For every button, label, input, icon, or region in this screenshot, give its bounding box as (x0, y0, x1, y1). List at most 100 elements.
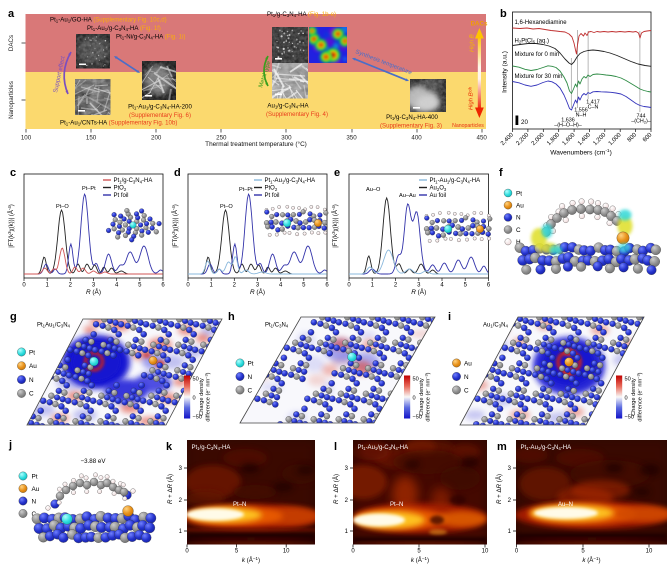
svg-text:b: b (469, 34, 474, 37)
svg-text:20: 20 (521, 119, 528, 126)
svg-text:|FT(k3χ(k))| (Å-4): |FT(k3χ(k))| (Å-4) (331, 204, 339, 247)
svg-text:k (Å−1): k (Å−1) (582, 556, 600, 564)
svg-text:Thermal treatment temperature: Thermal treatment temperature (°C) (205, 140, 307, 148)
svg-text:R + ΔR (Å): R + ΔR (Å) (333, 474, 340, 504)
svg-text:400: 400 (411, 135, 422, 142)
svg-text:Pt1-Au1/g-C3N4-HA: Pt1-Au1/g-C3N4-HA (265, 178, 316, 184)
svg-text:R (Å): R (Å) (411, 287, 426, 296)
svg-text:Pt foil: Pt foil (114, 193, 129, 199)
svg-text:5: 5 (138, 283, 142, 289)
svg-text:Au2O3: Au2O3 (430, 186, 447, 192)
svg-text:150: 150 (86, 135, 97, 142)
svg-text:k (Å−1): k (Å−1) (242, 556, 260, 564)
svg-text:a: a (8, 8, 15, 20)
svg-text:2: 2 (394, 283, 398, 289)
svg-text:300: 300 (281, 135, 292, 142)
svg-text:Pt1/g-C3N4-HA-400: Pt1/g-C3N4-HA-400 (386, 114, 438, 121)
svg-text:Pt–Pt: Pt–Pt (82, 186, 96, 192)
svg-text:2: 2 (508, 498, 512, 504)
svg-text:Pt–N: Pt–N (390, 502, 403, 508)
svg-text:High E: High E (469, 92, 475, 110)
svg-text:Pt1/g-C3N4-HA: Pt1/g-C3N4-HA (192, 445, 231, 451)
svg-text:Pt1-Au1/g-C3N4-HA: Pt1-Au1/g-C3N4-HA (430, 178, 481, 184)
svg-text:0: 0 (625, 396, 628, 402)
svg-text:C: C (464, 387, 469, 394)
svg-text:1,556: 1,556 (574, 108, 588, 114)
svg-text:Pt–O: Pt–O (56, 204, 69, 210)
svg-text:R (Å): R (Å) (86, 287, 101, 296)
svg-text:N: N (516, 215, 521, 222)
svg-text:3: 3 (256, 283, 260, 289)
svg-text:Pt1-Au1/g-C3N4-HA: Pt1-Au1/g-C3N4-HA (521, 445, 572, 451)
svg-text:50: 50 (625, 377, 631, 383)
svg-text:difference (e− nm−3): difference (e− nm−3) (204, 372, 212, 421)
svg-text:Nanoparticles: Nanoparticles (8, 81, 15, 119)
svg-text:350: 350 (346, 135, 357, 142)
svg-text:R + ΔR (Å): R + ΔR (Å) (167, 474, 174, 504)
svg-text:N–H: N–H (576, 113, 587, 119)
svg-text:PtO2: PtO2 (114, 186, 127, 192)
svg-text:Au: Au (32, 486, 40, 493)
svg-text:3: 3 (345, 466, 349, 472)
svg-text:Pt1-Au1/GO-HA (Supplementary F: Pt1-Au1/GO-HA (Supplementary Fig. 10c,d) (50, 17, 167, 24)
svg-text:5: 5 (302, 283, 306, 289)
svg-text:–(H–O–H)–: –(H–O–H)– (554, 123, 582, 129)
svg-text:i: i (448, 311, 451, 323)
svg-text:3: 3 (179, 466, 183, 472)
svg-text:0: 0 (185, 549, 189, 555)
svg-text:e: e (334, 167, 340, 179)
svg-text:4: 4 (115, 283, 119, 289)
svg-text:2: 2 (345, 498, 349, 504)
svg-text:(Supplementary Fig. 4): (Supplementary Fig. 4) (266, 111, 328, 118)
svg-text:R (Å): R (Å) (250, 287, 265, 296)
svg-text:(Supplementary Fig. 6): (Supplementary Fig. 6) (129, 112, 191, 119)
svg-text:0: 0 (22, 283, 26, 289)
svg-text:Au1/C3N4: Au1/C3N4 (483, 323, 508, 329)
svg-text:f: f (499, 167, 503, 179)
svg-text:N: N (464, 374, 469, 381)
svg-text:−50: −50 (413, 415, 423, 421)
svg-text:DACs: DACs (471, 21, 488, 28)
svg-text:6: 6 (487, 283, 491, 289)
svg-text:H2PtCl6 (aq.): H2PtCl6 (aq.) (515, 39, 549, 45)
svg-text:3: 3 (417, 283, 421, 289)
svg-text:Au–Au: Au–Au (399, 193, 416, 199)
svg-text:Pt foil: Pt foil (265, 193, 280, 199)
svg-text:200: 200 (151, 135, 162, 142)
svg-text:Intensity (a.u.): Intensity (a.u.) (502, 51, 509, 93)
svg-text:Nanoparticles: Nanoparticles (452, 123, 484, 129)
svg-text:−50: −50 (193, 415, 203, 421)
svg-text:difference (e− nm−3): difference (e− nm−3) (636, 372, 644, 421)
svg-text:N: N (248, 374, 253, 381)
svg-text:|FT(k3χ(k))| (Å-4): |FT(k3χ(k))| (Å-4) (7, 204, 15, 247)
svg-text:Pt: Pt (516, 190, 522, 197)
svg-text:Pt1-Au1/g-C3N4-HA-200: Pt1-Au1/g-C3N4-HA-200 (128, 104, 192, 111)
svg-text:H: H (516, 239, 521, 246)
svg-text:C: C (32, 511, 37, 518)
svg-text:1: 1 (345, 529, 349, 535)
svg-text:PtO2: PtO2 (265, 186, 278, 192)
svg-text:Charge density: Charge density (631, 378, 637, 416)
svg-text:1: 1 (508, 529, 512, 535)
svg-text:2: 2 (69, 283, 73, 289)
svg-text:l: l (334, 441, 337, 453)
svg-text:5: 5 (417, 549, 421, 555)
svg-text:1: 1 (209, 283, 213, 289)
svg-text:744: 744 (637, 114, 646, 120)
svg-text:2: 2 (233, 283, 237, 289)
svg-text:Pt1/C3N4: Pt1/C3N4 (265, 323, 289, 329)
svg-text:4: 4 (279, 283, 283, 289)
svg-text:Charge density: Charge density (419, 378, 425, 416)
svg-text:0: 0 (347, 283, 351, 289)
svg-text:Pt–N: Pt–N (233, 502, 246, 508)
svg-text:d: d (174, 167, 181, 179)
svg-text:N: N (29, 377, 34, 384)
svg-text:j: j (8, 439, 12, 451)
svg-text:4: 4 (440, 283, 444, 289)
svg-text:h: h (228, 311, 235, 323)
svg-text:600: 600 (642, 132, 654, 144)
svg-text:Au1/g-C3N4-HA: Au1/g-C3N4-HA (267, 103, 309, 110)
svg-text:k (Å−1): k (Å−1) (411, 556, 429, 564)
svg-text:800: 800 (627, 132, 639, 144)
svg-text:g: g (10, 311, 17, 323)
